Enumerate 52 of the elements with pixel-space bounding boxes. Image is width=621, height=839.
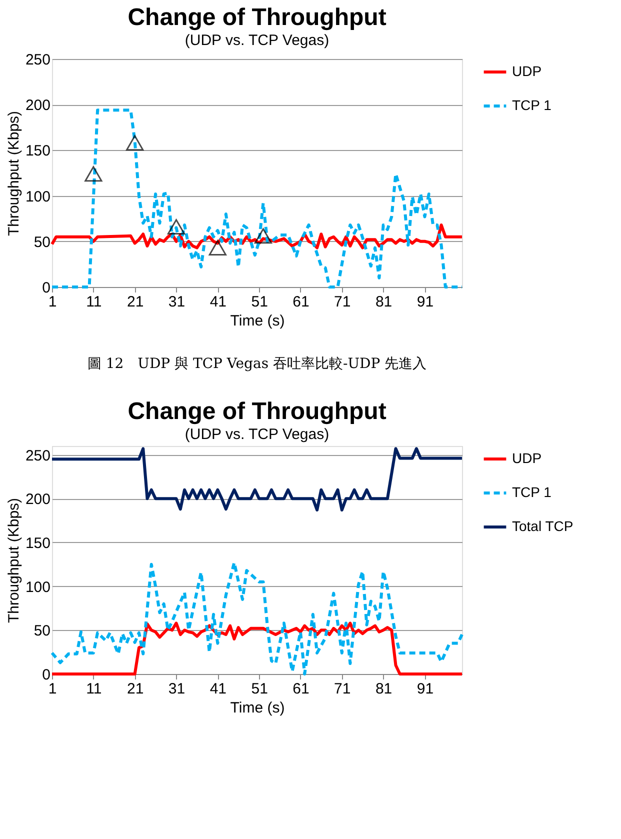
y-tick-label: 200 (25, 491, 50, 508)
x-tick-label: 91 (416, 294, 434, 310)
y-tick-label: 150 (25, 534, 50, 552)
y-tick-label: 50 (34, 622, 50, 640)
x-tick-label: 21 (126, 680, 144, 698)
y-tick-label: 0 (42, 666, 50, 684)
x-tick-label: 1 (48, 294, 57, 310)
point (167, 219, 186, 235)
x-tick-label: 91 (416, 680, 434, 698)
x-tick-label: 51 (251, 680, 268, 698)
x-tick-label: 21 (126, 294, 144, 310)
legend-label: UDP (512, 450, 542, 466)
x-tick-label: 81 (375, 294, 392, 310)
x-tick-label: 1 (48, 680, 57, 698)
point (84, 166, 102, 182)
y-tick-label: 250 (25, 447, 50, 464)
y-tick-label: 150 (25, 142, 50, 160)
chart-subtitle: (UDP vs. TCP Vegas) (184, 32, 330, 49)
x-tick-label: 61 (292, 294, 310, 310)
point (126, 135, 144, 151)
x-tick-label: 81 (375, 680, 392, 698)
x-tick-label: 71 (334, 294, 351, 310)
y-tick-label: 100 (25, 578, 50, 596)
chart-title: Change of Throughput (128, 398, 386, 425)
x-tick-label: 11 (86, 680, 102, 698)
y-tick-label: 200 (25, 97, 50, 114)
chart-subtitle: (UDP vs. TCP Vegas) (184, 426, 330, 443)
x-tick-label: 11 (86, 294, 102, 310)
y-axis-title: Throughput (Kbps) (5, 110, 22, 236)
y-tick-label: 250 (25, 52, 50, 68)
x-tick-label: 41 (210, 680, 226, 698)
line-series (50, 447, 464, 512)
x-tick-label: 71 (334, 680, 351, 698)
caption: 圖 12 UDP 與 TCP Vegas 吞吐率比較-UDP 先進入 (87, 356, 427, 372)
x-axis-title: Time (s) (230, 700, 285, 716)
legend-label: TCP 1 (512, 97, 552, 113)
x-tick-label: 41 (210, 294, 226, 310)
legend-label: UDP (512, 63, 542, 79)
x-tick-label: 61 (292, 680, 310, 698)
y-tick-label: 0 (42, 280, 50, 296)
point (254, 228, 272, 244)
x-axis-title: Time (s) (230, 312, 285, 330)
y-tick-label: 50 (34, 234, 50, 251)
y-tick-label: 100 (25, 188, 50, 206)
x-tick-label: 51 (251, 294, 268, 310)
chart-title: Change of Throughput (128, 4, 386, 31)
point (208, 240, 226, 256)
y-axis-title: Throughput (Kbps) (5, 498, 22, 624)
x-tick-label: 31 (168, 294, 186, 310)
x-tick-label: 31 (168, 680, 186, 698)
legend-label: Total TCP (512, 518, 574, 534)
legend-label: TCP 1 (512, 484, 552, 500)
